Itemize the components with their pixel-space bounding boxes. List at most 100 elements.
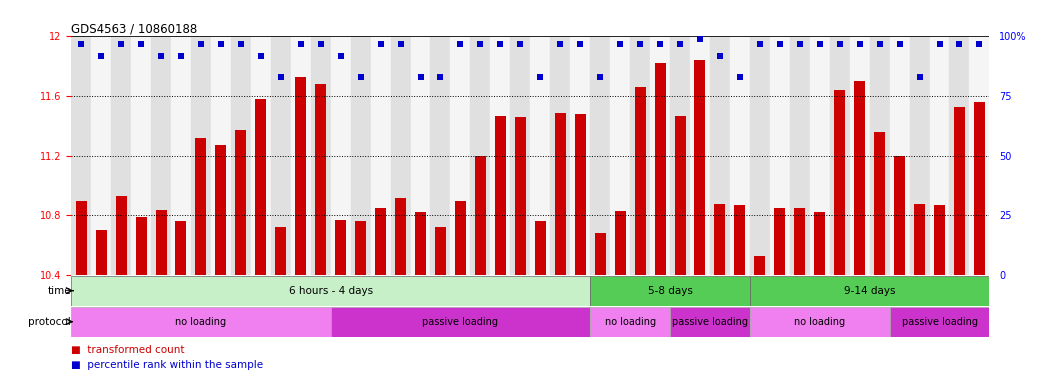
Point xyxy=(572,41,588,47)
Point xyxy=(292,41,309,47)
Bar xyxy=(131,36,151,275)
Text: 9-14 days: 9-14 days xyxy=(844,286,895,296)
Bar xyxy=(91,36,111,275)
Point xyxy=(312,41,329,47)
Bar xyxy=(750,276,989,306)
Bar xyxy=(295,77,306,275)
Text: ■  transformed count: ■ transformed count xyxy=(71,345,184,355)
Point xyxy=(492,41,509,47)
Bar xyxy=(275,227,286,275)
Bar xyxy=(135,217,147,275)
Bar xyxy=(450,36,470,275)
Bar xyxy=(575,114,585,275)
Bar xyxy=(770,36,789,275)
Bar xyxy=(71,307,331,337)
Bar xyxy=(271,36,291,275)
Bar xyxy=(75,200,87,275)
Bar xyxy=(910,36,930,275)
Bar xyxy=(750,36,770,275)
Bar xyxy=(930,36,950,275)
Bar xyxy=(591,36,610,275)
Bar xyxy=(115,196,127,275)
Point xyxy=(931,41,948,47)
Point xyxy=(93,53,110,59)
Bar xyxy=(750,307,890,337)
Bar xyxy=(571,36,591,275)
Text: passive loading: passive loading xyxy=(672,317,748,327)
Bar xyxy=(829,36,850,275)
Bar xyxy=(391,36,410,275)
Bar xyxy=(156,210,166,275)
Bar xyxy=(555,113,565,275)
Point xyxy=(332,53,349,59)
Point xyxy=(552,41,569,47)
Point xyxy=(792,41,808,47)
Bar xyxy=(315,84,327,275)
Bar xyxy=(914,204,926,275)
Point xyxy=(173,53,190,59)
Bar xyxy=(615,211,626,275)
Bar xyxy=(674,116,686,275)
Bar xyxy=(670,307,750,337)
Point xyxy=(692,36,709,42)
Bar xyxy=(311,36,331,275)
Bar xyxy=(495,116,506,275)
Bar xyxy=(894,156,905,275)
Bar xyxy=(591,276,750,306)
Point xyxy=(811,41,828,47)
Bar xyxy=(151,36,171,275)
Bar xyxy=(510,36,531,275)
Bar xyxy=(430,36,450,275)
Bar xyxy=(375,208,386,275)
Text: no loading: no loading xyxy=(176,317,226,327)
Point xyxy=(352,74,369,80)
Point xyxy=(871,41,888,47)
Point xyxy=(712,53,729,59)
Point xyxy=(512,41,529,47)
Point xyxy=(153,53,170,59)
Bar xyxy=(231,36,251,275)
Bar xyxy=(854,81,865,275)
Point xyxy=(413,74,429,80)
Bar xyxy=(890,307,989,337)
Bar xyxy=(775,208,785,275)
Point xyxy=(472,41,489,47)
Bar xyxy=(591,307,670,337)
Point xyxy=(911,74,928,80)
Text: 6 hours - 4 days: 6 hours - 4 days xyxy=(289,286,373,296)
Bar xyxy=(111,36,131,275)
Point xyxy=(831,41,848,47)
Bar xyxy=(535,222,545,275)
Bar xyxy=(371,36,391,275)
Text: no loading: no loading xyxy=(795,317,845,327)
Point xyxy=(193,41,209,47)
Point xyxy=(752,41,768,47)
Bar xyxy=(331,36,351,275)
Bar xyxy=(714,204,726,275)
Text: time: time xyxy=(47,286,71,296)
Bar xyxy=(455,200,466,275)
Text: 5-8 days: 5-8 days xyxy=(648,286,692,296)
Text: protocol: protocol xyxy=(28,317,71,327)
Bar xyxy=(515,117,526,275)
Bar xyxy=(734,205,745,275)
Bar xyxy=(176,222,186,275)
Bar xyxy=(809,36,829,275)
Point xyxy=(213,41,229,47)
Bar xyxy=(291,36,311,275)
Bar xyxy=(196,138,206,275)
Bar xyxy=(634,87,646,275)
Bar xyxy=(850,36,870,275)
Point xyxy=(971,41,987,47)
Bar xyxy=(650,36,670,275)
Bar xyxy=(331,307,591,337)
Point xyxy=(592,74,608,80)
Bar xyxy=(950,36,970,275)
Point xyxy=(611,41,628,47)
Bar xyxy=(670,36,690,275)
Bar xyxy=(954,107,965,275)
Bar xyxy=(730,36,750,275)
Text: passive loading: passive loading xyxy=(422,317,498,327)
Bar xyxy=(934,205,945,275)
Point xyxy=(651,41,668,47)
